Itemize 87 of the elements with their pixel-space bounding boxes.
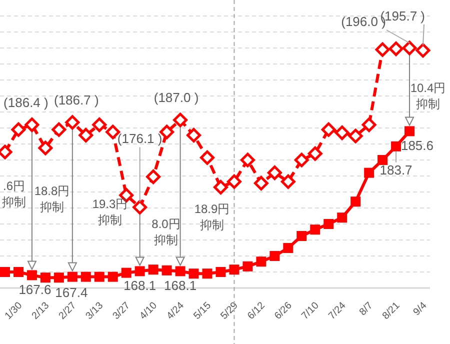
point xyxy=(294,152,309,168)
point xyxy=(378,155,388,165)
x-tick-label: 7/24 xyxy=(326,300,349,322)
point xyxy=(391,141,402,152)
point xyxy=(65,115,80,130)
point xyxy=(11,122,26,137)
point xyxy=(146,170,161,184)
x-tick-label: 8/21 xyxy=(380,300,402,322)
data-label: 185.6 xyxy=(400,138,434,154)
point xyxy=(334,126,350,140)
x-tick-label: 6/12 xyxy=(246,300,268,322)
point xyxy=(242,261,253,272)
point xyxy=(280,174,296,189)
point xyxy=(283,243,294,253)
point xyxy=(256,256,266,267)
point xyxy=(375,42,390,57)
point xyxy=(121,268,132,278)
data-label: (186.7 ) xyxy=(54,92,99,108)
point xyxy=(226,174,242,189)
point xyxy=(402,40,417,56)
point xyxy=(324,219,334,229)
annotation: .6円抑制 xyxy=(2,179,26,209)
point xyxy=(416,43,430,58)
point xyxy=(38,140,53,156)
point xyxy=(160,124,174,140)
point xyxy=(296,231,307,241)
point xyxy=(202,268,212,279)
point xyxy=(216,267,226,277)
point xyxy=(240,152,255,168)
point xyxy=(364,168,374,178)
annotation: 19.3円抑制 xyxy=(92,197,128,227)
point xyxy=(162,265,172,276)
point xyxy=(40,272,50,283)
point xyxy=(80,272,91,282)
point xyxy=(388,42,404,56)
x-tick-label: 9/4 xyxy=(412,300,430,318)
point xyxy=(134,266,145,276)
point xyxy=(67,272,78,282)
point xyxy=(270,251,280,261)
point xyxy=(132,200,148,214)
point xyxy=(188,268,199,279)
point xyxy=(148,264,158,275)
point xyxy=(52,122,66,137)
point xyxy=(24,118,40,132)
annotation: 8.0円抑制 xyxy=(152,217,180,247)
point xyxy=(229,264,240,275)
point xyxy=(310,224,320,235)
data-label: 168.1 xyxy=(124,278,156,294)
point xyxy=(94,272,104,282)
x-tick-label: 8/7 xyxy=(358,300,376,318)
x-tick-label: 4/24 xyxy=(164,300,187,322)
point xyxy=(267,166,282,180)
x-tick-label: 4/10 xyxy=(138,300,160,322)
point xyxy=(0,267,10,277)
point xyxy=(173,112,188,128)
x-tick-label: 5/29 xyxy=(218,300,241,322)
point xyxy=(92,118,107,132)
data-label: (176.1 ) xyxy=(117,131,162,146)
point xyxy=(175,266,186,276)
point xyxy=(308,146,322,161)
annotation: 10.4円抑制 xyxy=(410,81,446,111)
data-label: 167.4 xyxy=(55,284,88,300)
point xyxy=(186,128,202,142)
point xyxy=(54,272,64,283)
point xyxy=(26,270,37,280)
point xyxy=(321,122,336,137)
point xyxy=(348,128,363,144)
data-label: 183.7 xyxy=(380,162,412,178)
x-tick-label: 3/13 xyxy=(84,300,106,322)
point xyxy=(200,150,215,165)
annotation: 18.9円抑制 xyxy=(194,202,230,232)
data-label: (187.0 ) xyxy=(154,90,199,105)
annotation: 18.8円抑制 xyxy=(34,184,70,214)
point xyxy=(13,267,24,277)
x-tick-label: 7/10 xyxy=(300,300,322,322)
point xyxy=(404,126,415,136)
point xyxy=(108,272,118,282)
point xyxy=(337,212,348,223)
data-label: 167.6 xyxy=(18,282,52,298)
point xyxy=(254,176,268,190)
data-label: 168.1 xyxy=(164,278,197,294)
point xyxy=(350,196,361,207)
data-label: (186.4 ) xyxy=(4,94,48,110)
point xyxy=(213,180,228,194)
point xyxy=(362,118,376,132)
x-tick-label: 6/26 xyxy=(272,300,295,322)
point xyxy=(78,128,94,142)
